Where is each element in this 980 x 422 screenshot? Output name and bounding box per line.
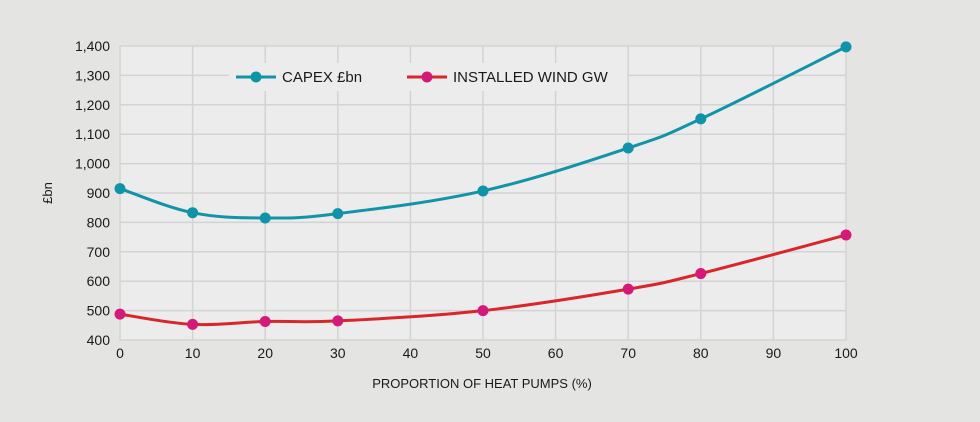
legend-label-capex: CAPEX £bn bbox=[282, 69, 362, 86]
data-point bbox=[187, 318, 199, 330]
x-tick-label: 30 bbox=[330, 345, 346, 361]
x-tick-label: 10 bbox=[185, 345, 201, 361]
x-tick-label: 100 bbox=[834, 345, 858, 361]
y-tick-label: 1,100 bbox=[75, 126, 110, 142]
x-tick-label: 70 bbox=[620, 345, 636, 361]
legend-label-wind: INSTALLED WIND GW bbox=[453, 69, 609, 86]
y-tick-label: 1,400 bbox=[75, 38, 110, 54]
y-tick-label: 1,000 bbox=[75, 156, 110, 172]
y-axis-title: £bn bbox=[40, 182, 55, 204]
y-tick-label: 1,300 bbox=[75, 67, 110, 83]
y-tick-label: 500 bbox=[87, 303, 111, 319]
data-point bbox=[114, 183, 126, 195]
legend-item-capex: CAPEX £bn bbox=[236, 69, 362, 86]
y-tick-label: 800 bbox=[87, 214, 111, 230]
legend-swatch-marker-wind bbox=[421, 71, 433, 83]
series-installed-wind bbox=[114, 229, 852, 330]
series-capex bbox=[114, 41, 852, 224]
data-point bbox=[695, 113, 707, 125]
data-point bbox=[477, 185, 489, 197]
y-tick-label: 400 bbox=[87, 332, 111, 348]
y-axis-tick-labels: 400 500 600 700 800 900 1,000 1,100 1,200 1,300 1,… bbox=[75, 38, 110, 348]
series-layer bbox=[114, 41, 852, 330]
data-point bbox=[332, 208, 344, 220]
y-tick-label: 900 bbox=[87, 185, 111, 201]
data-point bbox=[477, 305, 489, 317]
x-tick-label: 80 bbox=[693, 345, 709, 361]
x-tick-label: 50 bbox=[475, 345, 491, 361]
x-tick-label: 90 bbox=[766, 345, 782, 361]
data-point bbox=[840, 41, 852, 53]
y-tick-label: 700 bbox=[87, 244, 111, 260]
data-point bbox=[187, 207, 199, 219]
x-tick-label: 40 bbox=[403, 345, 419, 361]
data-point bbox=[332, 315, 344, 327]
legend-item-wind: INSTALLED WIND GW bbox=[407, 69, 609, 86]
data-point bbox=[695, 268, 707, 280]
x-axis-tick-labels: 0 10 20 30 40 50 60 70 80 90 100 bbox=[116, 345, 858, 361]
data-point bbox=[622, 142, 634, 154]
x-tick-label: 60 bbox=[548, 345, 564, 361]
x-tick-label: 20 bbox=[257, 345, 273, 361]
legend: CAPEX £bn INSTALLED WIND GW bbox=[236, 69, 609, 86]
data-point bbox=[259, 315, 271, 327]
x-axis-title: PROPORTION OF HEAT PUMPS (%) bbox=[372, 376, 592, 391]
data-point bbox=[259, 212, 271, 224]
legend-swatch-marker-capex bbox=[250, 71, 262, 83]
y-tick-label: 600 bbox=[87, 273, 111, 289]
data-point bbox=[114, 308, 126, 320]
data-point bbox=[840, 229, 852, 241]
x-tick-label: 0 bbox=[116, 345, 124, 361]
y-tick-label: 1,200 bbox=[75, 97, 110, 113]
data-point bbox=[622, 283, 634, 295]
